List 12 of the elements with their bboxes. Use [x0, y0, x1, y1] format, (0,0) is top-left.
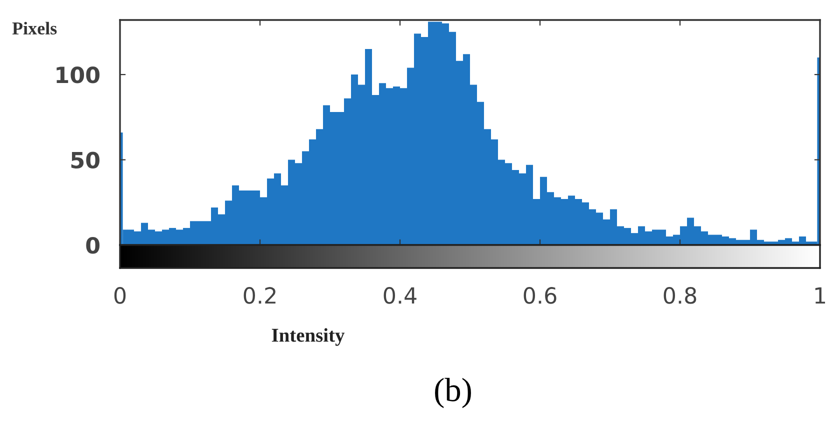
x-tick-label: 0.8 [664, 287, 696, 304]
y-axis-title: Pixels [12, 22, 57, 35]
x-tick-label: 0 [114, 287, 126, 304]
text: (b) [435, 378, 471, 408]
x-tick-label: 0.2 [244, 287, 276, 304]
y-tick-label: 100 [56, 66, 100, 84]
x-tick-label: 1 [815, 287, 826, 304]
y-tick-label: 0 [86, 236, 100, 254]
y-tick-label: 50 [71, 152, 100, 169]
x-tick-label: 0.6 [524, 287, 556, 304]
x-tick-label: 0.4 [384, 287, 416, 304]
x-axis-title: Intensity [272, 328, 345, 346]
